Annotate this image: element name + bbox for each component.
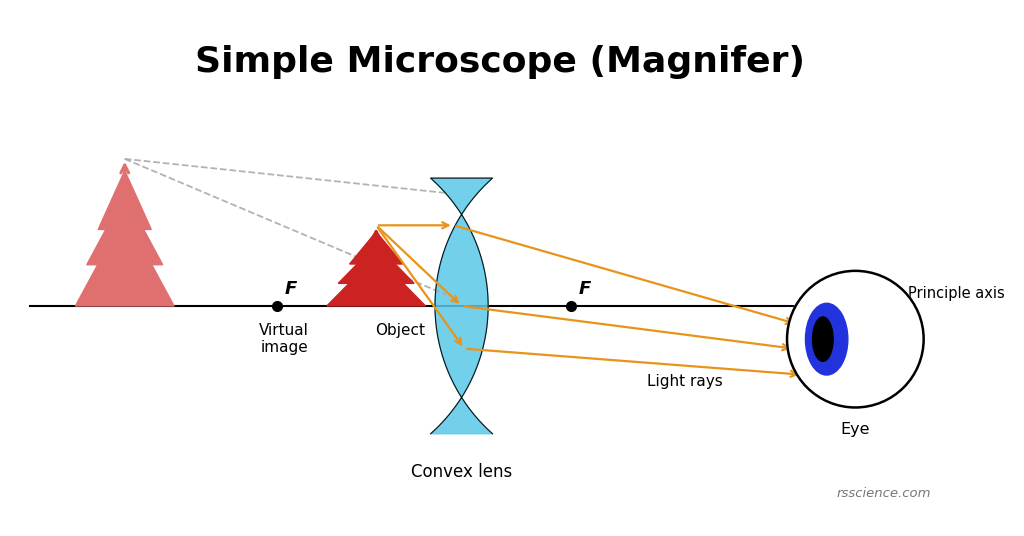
Polygon shape (327, 256, 426, 306)
Text: rsscience.com: rsscience.com (837, 487, 931, 501)
Polygon shape (76, 215, 174, 306)
Polygon shape (349, 232, 402, 264)
Text: F: F (579, 280, 591, 299)
Text: Simple Microscope (Magnifer): Simple Microscope (Magnifer) (195, 45, 805, 79)
Polygon shape (431, 178, 493, 434)
Text: Virtual
image: Virtual image (259, 323, 309, 355)
Text: Principle axis: Principle axis (907, 286, 1005, 301)
Text: Convex lens: Convex lens (411, 463, 512, 480)
Text: F: F (284, 280, 296, 299)
Text: Eye: Eye (841, 422, 870, 437)
Polygon shape (338, 244, 414, 284)
Polygon shape (98, 170, 152, 229)
Polygon shape (87, 194, 163, 265)
Text: Object: Object (375, 323, 425, 338)
Circle shape (787, 271, 924, 407)
Ellipse shape (806, 303, 848, 375)
Ellipse shape (813, 317, 834, 361)
Text: Light rays: Light rays (647, 374, 722, 389)
